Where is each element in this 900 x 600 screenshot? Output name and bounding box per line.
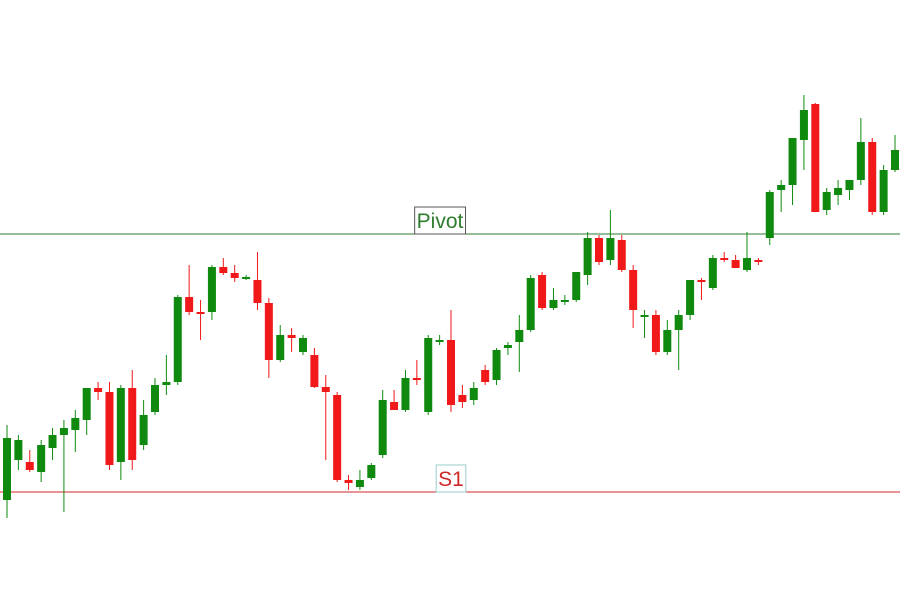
candle-body <box>264 303 273 360</box>
candle-body <box>743 258 751 270</box>
candle-body <box>355 480 364 487</box>
candle-body <box>219 267 228 273</box>
candle-body <box>276 335 285 360</box>
candle-body <box>492 350 501 380</box>
candle-body <box>856 142 865 180</box>
candle-body <box>162 382 171 385</box>
candle-body <box>788 138 797 185</box>
candle-body <box>94 388 103 392</box>
candle-body <box>390 402 399 410</box>
candle-body <box>674 315 683 330</box>
candle-body <box>538 275 547 308</box>
candle-body <box>526 278 535 330</box>
candle-body <box>469 388 478 400</box>
candle-body <box>48 435 57 448</box>
candle-body <box>105 392 114 465</box>
candle-body <box>196 312 205 314</box>
level-label-box <box>414 206 467 235</box>
candle-body <box>458 395 467 402</box>
candle-body <box>686 280 695 315</box>
candle-body <box>799 110 808 140</box>
candle-body <box>629 270 638 310</box>
candle-body <box>287 335 296 338</box>
candle-body <box>207 267 216 312</box>
candle-body <box>151 385 159 412</box>
candle-body <box>412 378 421 380</box>
candle-body <box>378 400 387 455</box>
candle-body <box>606 238 615 260</box>
candle-body <box>25 462 34 470</box>
candle-body <box>253 280 262 303</box>
candle-body <box>185 297 194 312</box>
candle-body <box>310 355 319 387</box>
candle-body <box>777 185 786 190</box>
candle-body <box>617 240 626 270</box>
candle-body <box>116 388 125 462</box>
candle-body <box>822 192 831 210</box>
candle-body <box>708 258 717 288</box>
candle-body <box>891 150 899 170</box>
candle-body <box>549 300 558 308</box>
candle-body <box>697 280 706 282</box>
candle-body <box>82 388 91 420</box>
candle-body <box>583 238 592 275</box>
candle-body <box>401 378 410 410</box>
candle-body <box>754 260 763 262</box>
candle-body <box>344 480 353 483</box>
candle-body <box>572 272 581 300</box>
candle-body <box>59 428 68 435</box>
candle-body <box>139 415 148 445</box>
candle-body <box>651 315 660 352</box>
candle-body <box>333 395 342 480</box>
candle-body <box>37 445 46 472</box>
candle-body <box>173 297 182 382</box>
candle-body <box>128 388 137 460</box>
candle-body <box>299 338 307 352</box>
candle-body <box>3 438 11 500</box>
level-label-box <box>435 464 467 493</box>
level-label: Pivot <box>417 210 464 233</box>
candle-body <box>435 340 444 342</box>
candle-body <box>447 340 455 405</box>
candle-body <box>595 238 603 262</box>
candle-body <box>14 440 23 460</box>
candle-body <box>560 300 569 302</box>
candle-body <box>367 465 376 478</box>
candle-body <box>230 273 239 278</box>
candle-body <box>640 315 649 317</box>
candle-body <box>731 260 740 268</box>
candle-body <box>424 338 433 412</box>
candle-body <box>879 170 888 212</box>
candle-body <box>503 345 512 348</box>
candle-body <box>811 104 820 212</box>
candle-body <box>834 188 843 195</box>
candle-body <box>515 330 524 342</box>
candle-body <box>663 330 672 352</box>
candle-body <box>321 387 330 392</box>
candle-body <box>765 192 774 238</box>
candle-body <box>242 277 251 279</box>
level-label: S1 <box>438 468 464 491</box>
candle-body <box>71 418 80 430</box>
candle-body <box>481 370 490 382</box>
candle-body <box>868 142 877 212</box>
candle-body <box>845 180 854 190</box>
candle-body <box>720 258 729 260</box>
